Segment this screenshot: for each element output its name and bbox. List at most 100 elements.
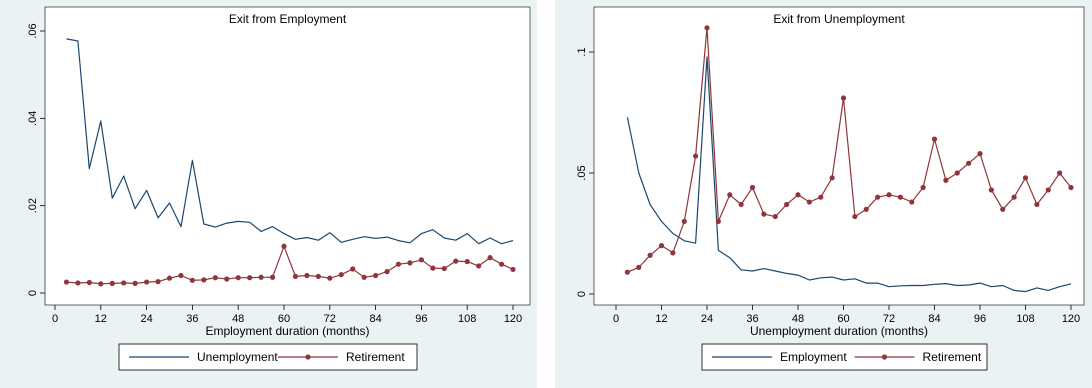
data-point-retirement bbox=[441, 265, 447, 272]
x-tick-label: 36 bbox=[186, 313, 198, 325]
legend-label-employment: Employment bbox=[780, 350, 847, 364]
data-point-retirement bbox=[715, 218, 721, 224]
y-tick-label: .04 bbox=[27, 111, 39, 126]
data-point-retirement bbox=[166, 275, 173, 281]
data-point-retirement bbox=[510, 266, 516, 273]
data-point-retirement bbox=[109, 280, 115, 286]
data-point-retirement bbox=[395, 261, 402, 267]
x-tick-label: 0 bbox=[613, 313, 619, 325]
data-point-retirement bbox=[772, 213, 778, 220]
data-point-retirement bbox=[931, 136, 938, 142]
data-point-retirement bbox=[988, 187, 994, 193]
data-point-retirement bbox=[1000, 206, 1006, 212]
data-point-retirement bbox=[1068, 184, 1074, 191]
y-tick-label: 0 bbox=[27, 290, 39, 296]
data-point-retirement bbox=[189, 277, 195, 283]
data-point-retirement bbox=[1057, 170, 1063, 176]
y-tick-label: .1 bbox=[576, 47, 588, 56]
data-point-retirement bbox=[670, 250, 676, 256]
data-point-retirement bbox=[292, 273, 299, 280]
legend-label-retirement: Retirement bbox=[923, 350, 982, 364]
data-point-retirement bbox=[749, 184, 756, 191]
data-point-retirement bbox=[966, 160, 972, 166]
data-point-retirement bbox=[453, 258, 459, 264]
data-point-retirement bbox=[761, 211, 767, 217]
series-line-retirement bbox=[627, 27, 1072, 273]
data-point-retirement bbox=[418, 257, 424, 263]
data-point-retirement bbox=[373, 272, 379, 279]
x-tick-label: 108 bbox=[1016, 313, 1034, 325]
data-point-retirement bbox=[63, 279, 70, 285]
x-tick-label: 12 bbox=[95, 313, 107, 325]
data-point-retirement bbox=[738, 201, 744, 208]
x-axis-label: Unemployment duration (months) bbox=[750, 324, 928, 338]
data-point-retirement bbox=[624, 269, 630, 275]
data-point-retirement bbox=[943, 177, 949, 183]
data-point-retirement bbox=[269, 274, 276, 280]
series-line-unemployment bbox=[66, 38, 514, 245]
data-point-retirement bbox=[86, 279, 92, 286]
data-point-retirement bbox=[178, 272, 184, 279]
series-line-employment bbox=[626, 56, 1072, 293]
data-point-retirement bbox=[235, 275, 241, 281]
data-point-retirement bbox=[327, 275, 333, 281]
data-point-retirement bbox=[909, 199, 915, 205]
series-line-retirement bbox=[66, 245, 514, 285]
data-point-retirement bbox=[795, 192, 801, 198]
data-point-retirement bbox=[487, 255, 493, 261]
data-point-retirement bbox=[361, 274, 367, 280]
x-tick-label: 48 bbox=[232, 313, 244, 325]
data-point-retirement bbox=[247, 275, 253, 281]
y-tick-label: 0 bbox=[576, 291, 588, 297]
x-tick-label: 96 bbox=[974, 313, 986, 325]
x-axis-label: Employment duration (months) bbox=[205, 324, 369, 338]
data-point-retirement bbox=[704, 25, 710, 31]
data-point-retirement bbox=[121, 280, 127, 286]
data-point-retirement bbox=[875, 194, 881, 200]
chart-panel-exit-from-unemployment: Exit from Unemployment 0 12 24 36 48 60 72 84 96 1… bbox=[555, 0, 1092, 388]
data-point-retirement bbox=[818, 194, 824, 200]
x-tick-label: 24 bbox=[701, 313, 713, 325]
data-point-retirement bbox=[212, 275, 218, 281]
data-point-retirement bbox=[144, 279, 150, 285]
x-tick-label: 120 bbox=[504, 313, 522, 325]
chart-panel-exit-from-employment: Exit from Employment 0 12 24 36 48 60 72 84 96 108… bbox=[0, 0, 537, 388]
data-point-retirement bbox=[407, 260, 413, 266]
data-point-retirement bbox=[338, 272, 344, 278]
data-point-retirement bbox=[954, 170, 960, 176]
data-point-retirement bbox=[784, 201, 790, 208]
data-point-retirement bbox=[693, 153, 699, 159]
data-point-retirement bbox=[384, 269, 390, 275]
data-point-retirement bbox=[98, 281, 104, 287]
data-point-retirement bbox=[201, 277, 207, 283]
data-point-retirement bbox=[863, 206, 869, 212]
data-point-retirement bbox=[1045, 187, 1051, 193]
data-point-retirement bbox=[681, 218, 687, 224]
x-tick-label: 60 bbox=[837, 313, 849, 325]
data-point-retirement bbox=[304, 272, 310, 279]
x-tick-label: 96 bbox=[415, 313, 427, 325]
data-point-retirement bbox=[636, 264, 642, 270]
chart-svg-exit-from-unemployment: Exit from Unemployment 0 12 24 36 48 60 72 84 96 1… bbox=[576, 6, 1085, 371]
legend-label-unemployment: Unemployment bbox=[197, 350, 278, 364]
data-point-retirement bbox=[350, 266, 356, 272]
x-tick-label: 84 bbox=[369, 313, 381, 325]
data-point-retirement bbox=[1011, 194, 1017, 200]
data-point-retirement bbox=[430, 265, 436, 271]
x-tick-label: 108 bbox=[458, 313, 476, 325]
data-point-retirement bbox=[464, 258, 470, 265]
data-point-retirement bbox=[498, 261, 505, 267]
x-tick-label: 0 bbox=[52, 313, 58, 325]
x-tick-label: 72 bbox=[883, 313, 895, 325]
data-point-retirement bbox=[647, 252, 653, 258]
data-point-retirement bbox=[658, 243, 665, 249]
data-point-retirement bbox=[258, 274, 264, 280]
legend-marker-retirement bbox=[305, 354, 311, 360]
y-tick-label: .02 bbox=[27, 198, 39, 213]
x-tick-label: 12 bbox=[655, 313, 667, 325]
x-tick-label: 24 bbox=[140, 313, 152, 325]
chart-title: Exit from Unemployment bbox=[773, 12, 905, 26]
data-point-retirement bbox=[75, 280, 81, 286]
data-point-retirement bbox=[1022, 175, 1029, 181]
data-point-retirement bbox=[977, 151, 983, 157]
